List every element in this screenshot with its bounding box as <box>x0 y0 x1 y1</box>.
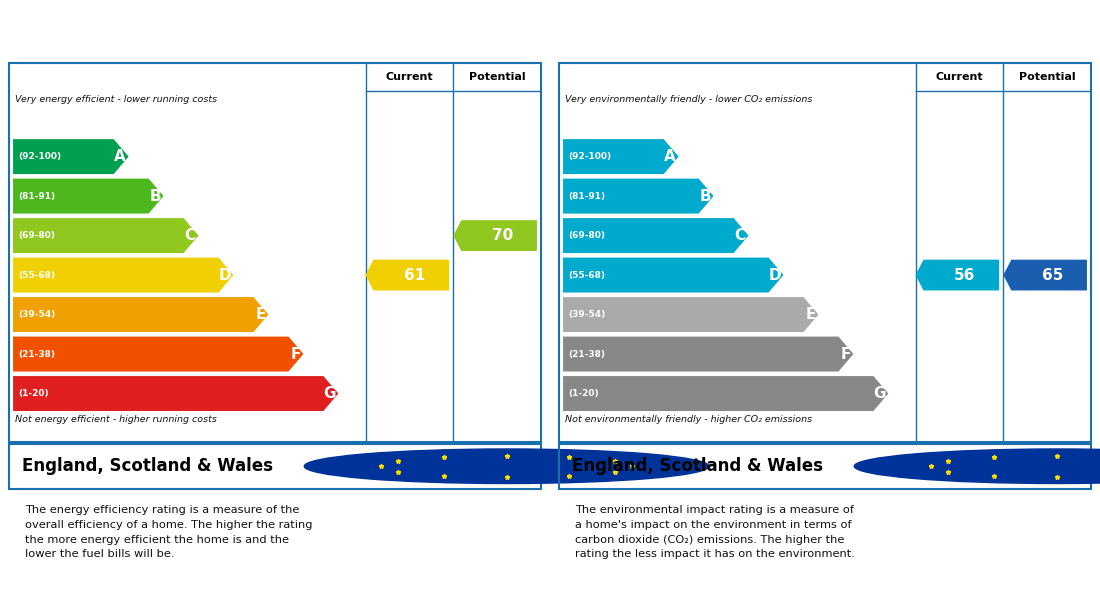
Polygon shape <box>365 259 449 291</box>
Text: E: E <box>805 307 816 322</box>
Text: (21-38): (21-38) <box>569 349 605 359</box>
Polygon shape <box>563 297 818 332</box>
Text: C: C <box>185 228 196 243</box>
Text: 65: 65 <box>1042 267 1064 283</box>
Text: The environmental impact rating is a measure of
a home's impact on the environme: The environmental impact rating is a mea… <box>575 505 855 559</box>
Polygon shape <box>13 179 164 214</box>
Text: (21-38): (21-38) <box>19 349 55 359</box>
Text: A: A <box>114 149 125 164</box>
Polygon shape <box>13 258 233 293</box>
Text: D: D <box>768 267 781 283</box>
Text: 56: 56 <box>954 267 976 283</box>
Text: The energy efficiency rating is a measure of the
overall efficiency of a home. T: The energy efficiency rating is a measur… <box>25 505 312 559</box>
Text: 61: 61 <box>404 267 426 283</box>
Text: 70: 70 <box>492 228 514 243</box>
Text: G: G <box>323 386 336 401</box>
Text: (1-20): (1-20) <box>19 389 50 398</box>
Text: F: F <box>840 346 850 362</box>
Circle shape <box>305 449 708 483</box>
Text: Current: Current <box>936 72 983 82</box>
Polygon shape <box>1003 259 1087 291</box>
Text: Potential: Potential <box>1019 72 1076 82</box>
Text: (81-91): (81-91) <box>569 192 605 201</box>
Text: Not energy efficient - higher running costs: Not energy efficient - higher running co… <box>15 415 217 424</box>
Text: Current: Current <box>386 72 433 82</box>
Text: Potential: Potential <box>469 72 526 82</box>
Polygon shape <box>13 376 339 411</box>
Polygon shape <box>563 258 783 293</box>
Text: EU Directive
2002/91/EC: EU Directive 2002/91/EC <box>374 455 438 477</box>
Circle shape <box>855 449 1100 483</box>
Text: Very energy efficient - lower running costs: Very energy efficient - lower running co… <box>15 95 218 104</box>
Text: Very environmentally friendly - lower CO₂ emissions: Very environmentally friendly - lower CO… <box>565 95 813 104</box>
Polygon shape <box>13 337 304 371</box>
Text: (69-80): (69-80) <box>569 231 605 240</box>
Text: EU Directive
2002/91/EC: EU Directive 2002/91/EC <box>924 455 988 477</box>
Text: (69-80): (69-80) <box>19 231 55 240</box>
Text: E: E <box>255 307 266 322</box>
Text: (81-91): (81-91) <box>19 192 55 201</box>
Text: Not environmentally friendly - higher CO₂ emissions: Not environmentally friendly - higher CO… <box>565 415 812 424</box>
Text: Energy Efficiency Rating: Energy Efficiency Rating <box>22 28 282 47</box>
Polygon shape <box>915 259 999 291</box>
Polygon shape <box>13 139 129 174</box>
Text: C: C <box>735 228 746 243</box>
Polygon shape <box>13 297 268 332</box>
Text: (92-100): (92-100) <box>19 152 62 161</box>
Polygon shape <box>13 218 198 253</box>
Text: (1-20): (1-20) <box>569 389 600 398</box>
Text: (55-68): (55-68) <box>19 271 55 280</box>
Polygon shape <box>563 218 748 253</box>
Polygon shape <box>453 220 537 251</box>
Polygon shape <box>563 139 679 174</box>
Text: (55-68): (55-68) <box>569 271 605 280</box>
Polygon shape <box>563 376 889 411</box>
Text: G: G <box>873 386 886 401</box>
Text: F: F <box>290 346 300 362</box>
Text: (39-54): (39-54) <box>19 310 56 319</box>
Text: B: B <box>700 188 711 204</box>
Text: Environmental Impact (CO₂) Rating: Environmental Impact (CO₂) Rating <box>572 28 943 47</box>
Text: B: B <box>150 188 161 204</box>
Text: England, Scotland & Wales: England, Scotland & Wales <box>22 457 273 476</box>
Text: (39-54): (39-54) <box>569 310 606 319</box>
Polygon shape <box>563 179 714 214</box>
Text: England, Scotland & Wales: England, Scotland & Wales <box>572 457 823 476</box>
Polygon shape <box>563 337 854 371</box>
Text: (92-100): (92-100) <box>569 152 612 161</box>
Text: A: A <box>664 149 675 164</box>
Text: D: D <box>218 267 231 283</box>
